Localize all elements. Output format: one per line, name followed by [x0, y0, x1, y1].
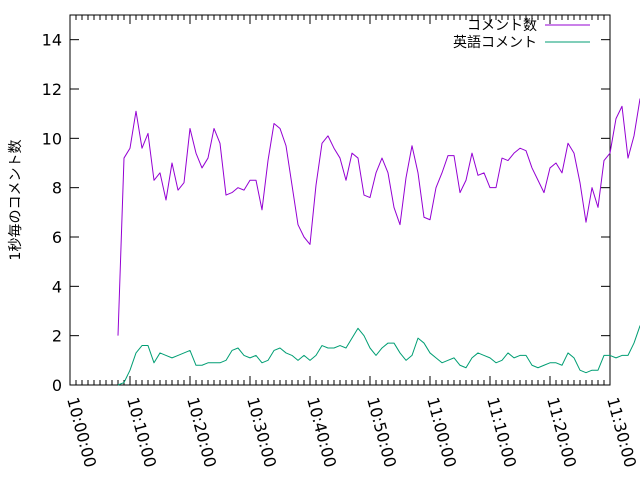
- x-tick-label: 10:50:00: [363, 395, 400, 469]
- x-tick-label: 10:40:00: [303, 395, 340, 469]
- legend-label-1: 英語コメント: [453, 34, 537, 51]
- y-axis: 0 2 4 6 8 10 12 14: [42, 31, 610, 395]
- x-tick-label: 11:10:00: [483, 395, 520, 469]
- y-tick-label: 4: [52, 277, 62, 296]
- y-axis-label: 1秒毎のコメント数: [8, 140, 24, 261]
- series-lines: [117, 98, 640, 386]
- y-tick-label: 12: [42, 80, 62, 99]
- y-tick-label: 6: [52, 228, 62, 247]
- y-tick-label: 0: [52, 376, 62, 395]
- series-line-0: [117, 98, 640, 336]
- x-axis: 10:00:00 10:10:00 10:20:00 10:30:00 10:40:00…: [63, 15, 640, 469]
- x-tick-label: 11:00:00: [423, 395, 460, 469]
- x-tick-label: 10:10:00: [123, 395, 160, 469]
- x-tick-label: 11:20:00: [543, 395, 580, 469]
- y-tick-label: 14: [42, 31, 62, 50]
- series-line-1: [117, 325, 640, 386]
- y-tick-label: 10: [42, 129, 62, 148]
- x-tick-label: 10:20:00: [183, 395, 220, 469]
- plot-frame: [69, 14, 611, 386]
- x-tick-label: 10:00:00: [63, 395, 100, 469]
- x-tick-label: 11:30:00: [603, 395, 640, 469]
- y-tick-label: 8: [52, 179, 62, 198]
- legend-label-0: コメント数: [467, 18, 537, 34]
- y-tick-label: 2: [52, 327, 62, 346]
- x-tick-label: 10:30:00: [243, 395, 280, 469]
